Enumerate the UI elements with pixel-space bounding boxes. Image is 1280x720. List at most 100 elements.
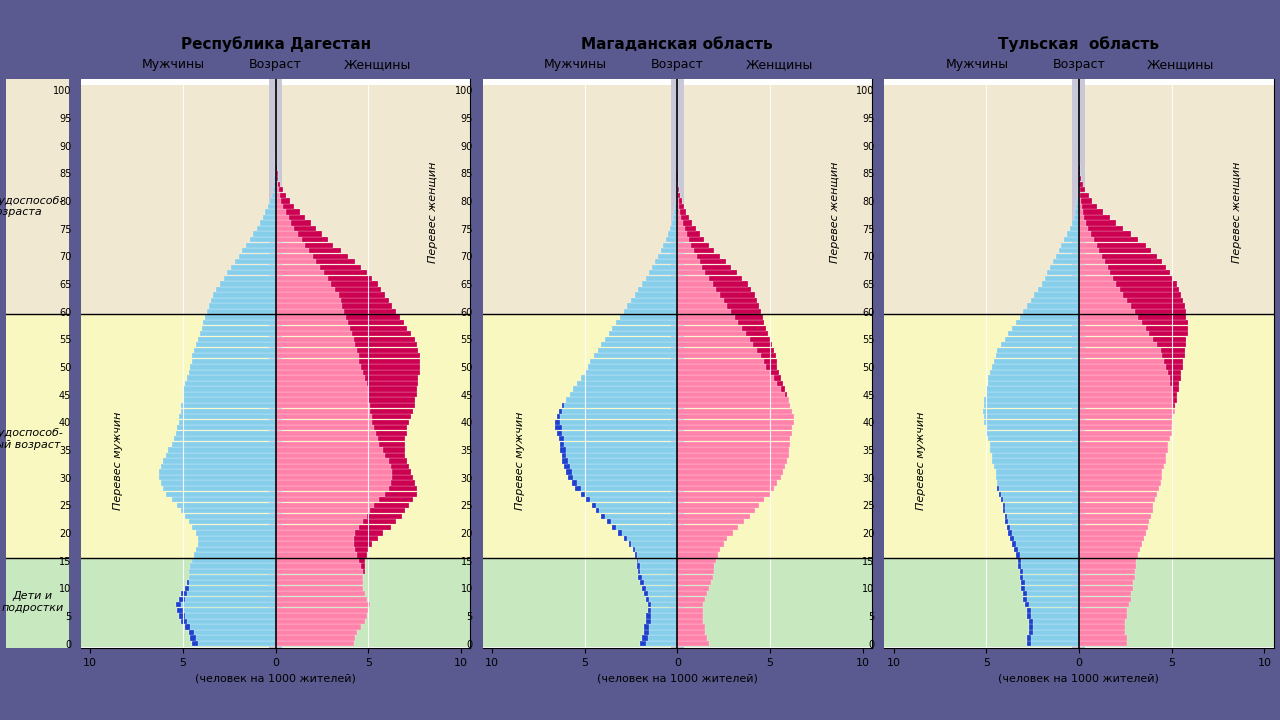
Bar [558,436,677,441]
Bar [1027,641,1079,647]
Bar [1079,508,1153,513]
Bar [275,531,383,536]
Bar [677,375,781,381]
Bar [677,525,739,530]
Bar [275,265,361,270]
Bar [360,525,390,530]
Bar [677,624,705,629]
Bar [1079,282,1178,287]
Bar [1000,492,1001,497]
Bar [1082,204,1097,209]
Bar [1005,513,1006,519]
Bar [686,232,700,237]
Bar [192,525,275,530]
Bar [374,503,410,508]
Bar [640,580,644,585]
Bar [618,531,622,536]
Bar [1079,270,1170,276]
Bar [677,354,776,359]
Bar [1079,193,1088,198]
Bar [623,309,677,314]
Bar [265,210,275,215]
Bar [275,176,279,181]
Bar [623,536,627,541]
Bar [646,618,652,624]
Bar [1018,564,1021,569]
Bar [192,641,275,647]
Bar [216,287,275,292]
Bar [677,536,727,541]
Bar [685,226,696,231]
Bar [1171,392,1178,397]
Bar [1020,575,1079,580]
Bar [668,232,677,237]
Bar [562,453,566,458]
Bar [1079,359,1183,364]
Bar [275,497,413,503]
Bar [275,591,365,596]
Bar [713,282,748,287]
Bar [677,359,777,364]
Bar [677,564,714,569]
Bar [677,591,707,596]
Bar [1079,265,1166,270]
Bar [1174,403,1175,408]
Bar [677,431,792,436]
Bar [677,636,707,641]
Bar [332,282,378,287]
Bar [324,270,366,276]
Bar [983,408,1079,414]
Bar [1094,237,1138,243]
Bar [349,325,407,330]
Bar [275,226,316,231]
Bar [1114,276,1174,281]
Bar [275,403,415,408]
Bar [275,552,366,558]
Bar [1079,597,1130,602]
Bar [677,325,767,330]
Bar [1079,171,1080,176]
Bar [1014,547,1079,552]
Bar [1079,447,1167,453]
Bar [188,569,275,575]
Bar [192,558,275,563]
Bar [1079,198,1092,204]
Bar [184,624,275,629]
Bar [179,613,184,618]
Bar [383,447,406,453]
Bar [1044,276,1079,281]
Bar [997,486,1079,491]
Bar [1079,536,1144,541]
Bar [180,508,275,513]
Bar [1111,270,1170,276]
Bar [161,480,275,486]
Bar [653,265,677,270]
Bar [773,375,781,381]
Bar [362,370,420,375]
Bar [283,204,294,209]
Bar [369,397,415,402]
Bar [1079,442,1167,447]
Bar [1053,259,1079,264]
Bar [275,425,407,431]
Bar [161,464,275,469]
Bar [677,492,771,497]
Text: Перевес женщин: Перевес женщин [1231,161,1242,263]
Bar [639,569,677,575]
Bar [612,525,677,530]
Bar [275,298,389,303]
Bar [646,276,677,281]
Bar [884,85,1274,315]
Bar [677,210,686,215]
Bar [681,215,689,220]
Bar [680,204,684,209]
Bar [275,513,402,519]
Bar [1130,303,1184,309]
Bar [643,585,677,591]
Bar [677,265,731,270]
Bar [275,420,410,425]
Bar [275,354,420,359]
Bar [677,187,678,192]
Bar [677,608,703,613]
Bar [648,602,677,608]
